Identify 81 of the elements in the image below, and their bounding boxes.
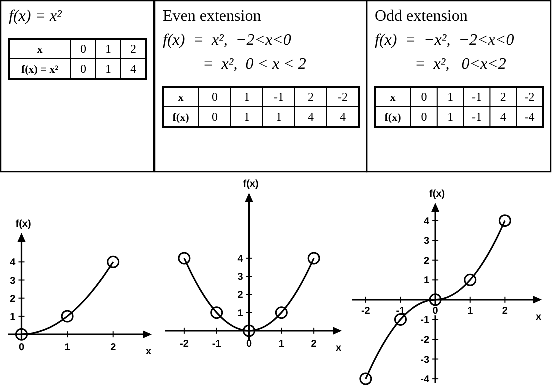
text: 4 (340, 110, 346, 124)
text: 0 (212, 110, 218, 124)
y-tick-label: 2 (10, 294, 16, 305)
x-tick-label: 1 (278, 338, 285, 350)
text: 0 (212, 90, 218, 104)
text: -2 (338, 90, 348, 104)
text: 4 (130, 62, 136, 76)
point (243, 324, 256, 338)
x-tick-label: 1 (64, 342, 71, 354)
text: -2 (524, 90, 535, 104)
point (107, 256, 120, 268)
text: f(x) = −x², −2<x<0 (375, 32, 514, 49)
text: 1 (106, 62, 112, 76)
y-tick-label: 4 (424, 216, 430, 228)
text: -1 (274, 90, 284, 104)
x-axis-title: x (536, 312, 542, 323)
text: f(x) (172, 112, 190, 124)
x-tick-label: 0 (18, 342, 25, 354)
text: 1 (448, 90, 454, 104)
text: x (37, 44, 44, 56)
x-tick-label: 2 (110, 342, 117, 354)
text: 0 (80, 62, 86, 76)
y-tick-label: -1 (420, 315, 430, 326)
text: -4 (524, 110, 535, 124)
text: = x², 0 < x < 2 (203, 56, 306, 73)
text: x (178, 92, 184, 104)
text: 2 (308, 90, 314, 104)
x-tick-label: 2 (502, 306, 508, 317)
text: x (390, 92, 396, 104)
y-axis-title: f(x) (243, 179, 259, 190)
text: 0 (421, 90, 428, 104)
point (178, 252, 191, 265)
y-axis-title: f(x) (430, 189, 446, 200)
point (360, 372, 372, 386)
x-tick-label: -2 (180, 338, 190, 350)
text: -1 (472, 110, 482, 124)
x-tick-label: -1 (396, 306, 406, 317)
text: 1 (276, 110, 282, 124)
x-tick-label: 0 (246, 338, 252, 350)
y-tick-label: 4 (238, 254, 244, 265)
y-tick-label: -4 (420, 374, 430, 386)
text: -1 (472, 90, 482, 104)
text: 2 (130, 42, 136, 56)
text: f(x) = x² (21, 64, 60, 76)
y-tick-label: 3 (10, 276, 16, 287)
text: 4 (308, 110, 314, 124)
point (498, 214, 512, 228)
text: 1 (106, 42, 112, 56)
x-tick-label: -1 (212, 338, 222, 350)
x-axis-title: x (336, 342, 342, 354)
y-tick-label: 3 (238, 272, 244, 284)
point (210, 306, 224, 320)
point (464, 274, 477, 286)
point (429, 294, 442, 306)
x-tick-label: 2 (311, 338, 318, 350)
text: Even extension (163, 8, 262, 25)
text: 2 (500, 90, 506, 104)
x-tick-label: 1 (468, 306, 474, 317)
y-tick-label: 3 (424, 236, 430, 248)
y-tick-label: 2 (238, 290, 244, 302)
x-axis-title: x (146, 346, 152, 358)
point (61, 310, 74, 323)
text: 0 (421, 110, 428, 124)
text: f(x) (384, 112, 402, 124)
point (15, 328, 28, 341)
text: 4 (500, 110, 506, 124)
x-tick-label: -2 (361, 306, 371, 317)
text: = x², 0<x<2 (415, 56, 506, 73)
text: 0 (80, 42, 86, 56)
y-tick-label: 2 (424, 256, 430, 267)
y-tick-label: 4 (10, 258, 16, 269)
text: Odd extension (375, 8, 468, 25)
point (308, 252, 320, 265)
text: f(x) = x² (9, 8, 64, 25)
y-tick-label: 1 (424, 276, 430, 287)
y-tick-label: -3 (420, 354, 430, 366)
point (394, 313, 407, 326)
y-axis-title: f(x) (16, 219, 32, 230)
point (275, 306, 288, 320)
text: 1 (448, 110, 454, 124)
text: f(x) = x², −2<x<0 (163, 32, 292, 49)
